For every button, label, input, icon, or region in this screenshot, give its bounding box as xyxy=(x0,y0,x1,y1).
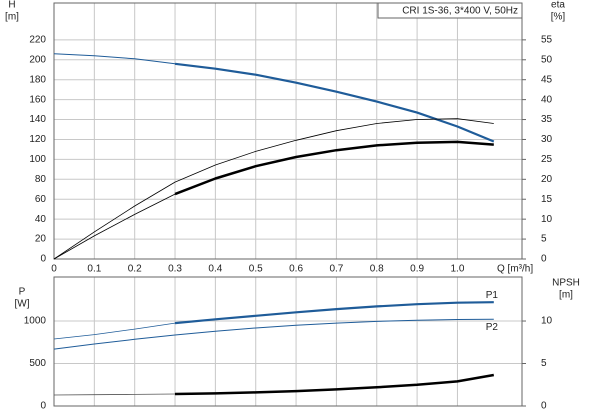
y2-tick-label: 5 xyxy=(541,358,547,369)
x-tick-label: 0.9 xyxy=(410,264,424,275)
chart-title: CRI 1S-36, 3*400 V, 50Hz xyxy=(402,6,518,17)
y2-tick-label: 40 xyxy=(541,94,553,105)
y2-tick-label: 55 xyxy=(541,34,553,45)
curve xyxy=(53,118,494,260)
y-tick-label: 0 xyxy=(40,254,46,265)
y2-tick-label: 0 xyxy=(541,401,547,412)
series-label: P2 xyxy=(486,322,499,333)
y-axis-label: H xyxy=(8,0,15,11)
x-tick-label: 0.7 xyxy=(329,264,343,275)
y2-tick-label: 50 xyxy=(541,54,553,65)
curve xyxy=(174,62,495,143)
x-tick-label: 0 xyxy=(51,264,57,275)
curve xyxy=(53,193,176,260)
y2-tick-label: 0 xyxy=(541,254,547,265)
y-tick-label: 0 xyxy=(40,401,46,412)
x-axis-label: Q [m³/h] xyxy=(497,264,533,275)
plot-frame xyxy=(53,2,523,260)
y-tick-label: 80 xyxy=(35,174,47,185)
y-tick-label: 1000 xyxy=(24,316,47,327)
x-tick-label: 0.2 xyxy=(128,264,142,275)
y2-tick-label: 15 xyxy=(541,194,553,205)
y-tick-label: 60 xyxy=(35,194,47,205)
y-axis-unit: [W] xyxy=(15,299,30,310)
y-tick-label: 220 xyxy=(29,34,46,45)
x-tick-label: 0.8 xyxy=(370,264,384,275)
y2-axis-unit: [m] xyxy=(559,290,573,301)
y-tick-label: 500 xyxy=(29,358,46,369)
y2-tick-label: 20 xyxy=(541,174,553,185)
y2-tick-label: 45 xyxy=(541,74,553,85)
y2-tick-label: 35 xyxy=(541,114,553,125)
x-tick-label: 0.3 xyxy=(168,264,182,275)
curve xyxy=(53,318,494,350)
y-tick-label: 160 xyxy=(29,94,46,105)
plot-frame xyxy=(53,276,523,407)
y-tick-label: 180 xyxy=(29,74,46,85)
curve xyxy=(174,301,494,325)
curve xyxy=(174,373,495,396)
y-tick-label: 20 xyxy=(35,234,47,245)
y2-tick-label: 30 xyxy=(541,134,553,145)
curve xyxy=(53,393,176,396)
y-tick-label: 100 xyxy=(29,154,46,165)
curve xyxy=(53,53,176,65)
x-tick-label: 0.6 xyxy=(289,264,303,275)
y-axis-label: P xyxy=(19,287,26,298)
y-tick-label: 40 xyxy=(35,214,47,225)
x-tick-label: 0.5 xyxy=(249,264,263,275)
y2-tick-label: 5 xyxy=(541,234,547,245)
series-label: P1 xyxy=(486,290,499,301)
x-tick-label: 0.4 xyxy=(208,264,222,275)
y2-axis-label: eta xyxy=(551,0,565,11)
y2-axis-unit: [%] xyxy=(551,12,566,23)
y-axis-unit: [m] xyxy=(5,12,19,23)
x-tick-label: 1.0 xyxy=(450,264,464,275)
y2-tick-label: 10 xyxy=(541,316,553,327)
y2-axis-label: NPSH xyxy=(552,278,580,289)
x-tick-label: 0.1 xyxy=(87,264,101,275)
title-box xyxy=(377,2,523,19)
curve xyxy=(174,140,494,196)
y-tick-label: 140 xyxy=(29,114,46,125)
y2-tick-label: 25 xyxy=(541,154,553,165)
y-tick-label: 120 xyxy=(29,134,46,145)
y2-tick-label: 10 xyxy=(541,214,553,225)
curve xyxy=(53,322,176,340)
y-tick-label: 200 xyxy=(29,54,46,65)
